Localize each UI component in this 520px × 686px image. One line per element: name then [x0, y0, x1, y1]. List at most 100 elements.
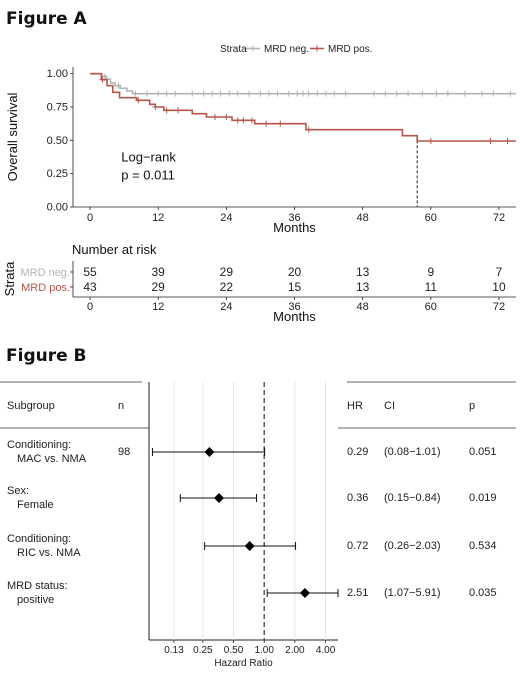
censor-mark-mrd-neg: [265, 90, 272, 97]
legend-entry: MRD pos.: [328, 44, 372, 55]
p-value: 0.534: [469, 540, 497, 552]
ci-value: (0.15−0.84): [384, 492, 441, 504]
censor-mark-mrd-neg: [331, 90, 338, 97]
risk-x-tick-label: 48: [357, 301, 369, 313]
forest-x-tick-label: 2.00: [285, 645, 305, 656]
forest-x-tick-label: 0.13: [164, 645, 184, 656]
km-x-tick-label: 12: [152, 212, 164, 224]
forest-x-tick-label: 1.00: [254, 645, 274, 656]
censor-mark-mrd-pos: [277, 120, 284, 127]
forest-plot: Subgroup n HR CI p 0.13 0.25 0.50 1.00 2.00 4.00 Ha…: [0, 381, 516, 669]
censor-mark-mrd-neg: [294, 90, 301, 97]
risk-count-cell: 13: [356, 265, 370, 279]
censor-mark-mrd-pos: [234, 117, 241, 124]
censor-mark-mrd-pos: [504, 138, 511, 144]
risk-x-tick-label: 60: [425, 301, 437, 313]
censor-mark-mrd-pos: [135, 97, 142, 104]
risk-count-cell: 15: [288, 280, 302, 294]
censor-mark-mrd-neg: [200, 90, 207, 97]
ci-value: (0.08−1.01): [384, 446, 441, 458]
km-curve-mrd-pos: [90, 72, 516, 142]
censor-mark-mrd-neg: [257, 90, 264, 97]
logrank-label: Log−rank: [121, 150, 176, 165]
censor-mark-mrd-pos: [175, 107, 182, 114]
subgroup-label: Conditioning:: [7, 533, 71, 545]
risk-count-cell: 7: [496, 265, 503, 279]
censor-mark-mrd-pos: [223, 114, 230, 120]
forest-x-axis-title: Hazard Ratio: [214, 658, 273, 669]
censor-mark-mrd-neg: [189, 90, 196, 97]
censor-mark-mrd-pos: [248, 117, 255, 124]
censor-mark-mrd-neg: [382, 90, 389, 97]
logrank-pvalue: p = 0.011: [121, 168, 175, 183]
censor-mark-mrd-pos: [487, 138, 494, 144]
subgroup-label: Conditioning:: [7, 439, 71, 451]
risk-x-tick-label: 12: [152, 301, 164, 313]
censor-mark-mrd-neg: [143, 90, 150, 97]
censor-mark-mrd-pos: [152, 104, 159, 110]
risk-count-cell: 55: [83, 265, 97, 279]
hr-value: 0.36: [347, 492, 368, 504]
censor-mark-mrd-neg: [226, 90, 233, 97]
risk-count-cell: 10: [492, 280, 506, 294]
censor-mark-mrd-neg: [209, 90, 216, 97]
censor-mark-mrd-neg: [274, 90, 281, 97]
censor-mark-mrd-neg: [101, 73, 108, 80]
km-x-tick-label: 36: [288, 212, 300, 224]
hr-value: 0.29: [347, 446, 368, 458]
censor-mark-mrd-neg: [371, 90, 378, 97]
censor-mark-mrd-neg: [507, 90, 514, 97]
risk-count-cell: 13: [356, 280, 370, 294]
subgroup-label: Sex:: [7, 485, 29, 497]
censor-mark-mrd-neg: [393, 90, 400, 97]
censor-mark-mrd-neg: [322, 90, 329, 97]
legend-entry: MRD neg.: [264, 44, 309, 55]
forest-x-tick-label: 0.25: [193, 645, 213, 656]
censor-mark-mrd-pos: [240, 117, 247, 124]
censor-mark-mrd-neg: [234, 90, 241, 97]
censor-mark-mrd-pos: [305, 126, 312, 133]
subgroup-label: MRD status:: [7, 580, 68, 592]
figure-a-panel: Figure A Strata MRD neg. MRD pos. 0.000.25…: [2, 9, 516, 324]
ci-value: (0.26−2.03): [384, 540, 441, 552]
hr-point: [214, 493, 225, 503]
risk-x-tick-label: 24: [220, 301, 232, 313]
subgroup-level: Female: [17, 499, 54, 511]
censor-mark-mrd-neg: [433, 90, 440, 97]
censor-mark-mrd-neg: [132, 90, 139, 97]
km-y-tick-label: 0.00: [47, 202, 68, 214]
risk-count-cell: 9: [427, 265, 434, 279]
censor-mark-mrd-neg: [490, 90, 497, 97]
censor-mark-mrd-neg: [246, 90, 253, 97]
risk-x-tick-label: 36: [288, 301, 300, 313]
censor-mark-mrd-neg: [405, 90, 412, 97]
figure-a-title: Figure A: [6, 9, 88, 29]
censor-mark-mrd-pos: [163, 107, 170, 114]
risk-count-cell: 39: [152, 265, 166, 279]
figure-b-title: Figure B: [6, 346, 87, 366]
subgroup-level: MAC vs. NMA: [17, 453, 87, 465]
p-value: 0.035: [469, 587, 497, 599]
risk-x-axis-title: Months: [273, 309, 316, 324]
hr-point: [299, 588, 310, 598]
censor-mark-mrd-neg: [172, 90, 179, 97]
hr-point: [204, 447, 215, 457]
header-ci: CI: [384, 400, 395, 412]
risk-count-cell: 29: [220, 265, 234, 279]
km-x-tick-label: 72: [493, 212, 505, 224]
header-n: n: [118, 400, 124, 412]
subgroup-level: positive: [17, 594, 54, 606]
risk-count-cell: 29: [152, 280, 166, 294]
censor-mark-mrd-neg: [300, 90, 307, 97]
censor-mark-mrd-neg: [163, 90, 170, 97]
subgroup-level: RIC vs. NMA: [17, 547, 81, 559]
censor-mark-mrd-pos: [427, 138, 434, 144]
subgroup-n: 98: [118, 446, 130, 458]
censor-mark-mrd-neg: [478, 90, 485, 97]
hr-value: 2.51: [347, 587, 368, 599]
risk-x-tick-label: 72: [493, 301, 505, 313]
risk-count-cell: 11: [425, 280, 438, 294]
risk-count-cell: 22: [220, 280, 234, 294]
hr-point: [244, 541, 255, 551]
